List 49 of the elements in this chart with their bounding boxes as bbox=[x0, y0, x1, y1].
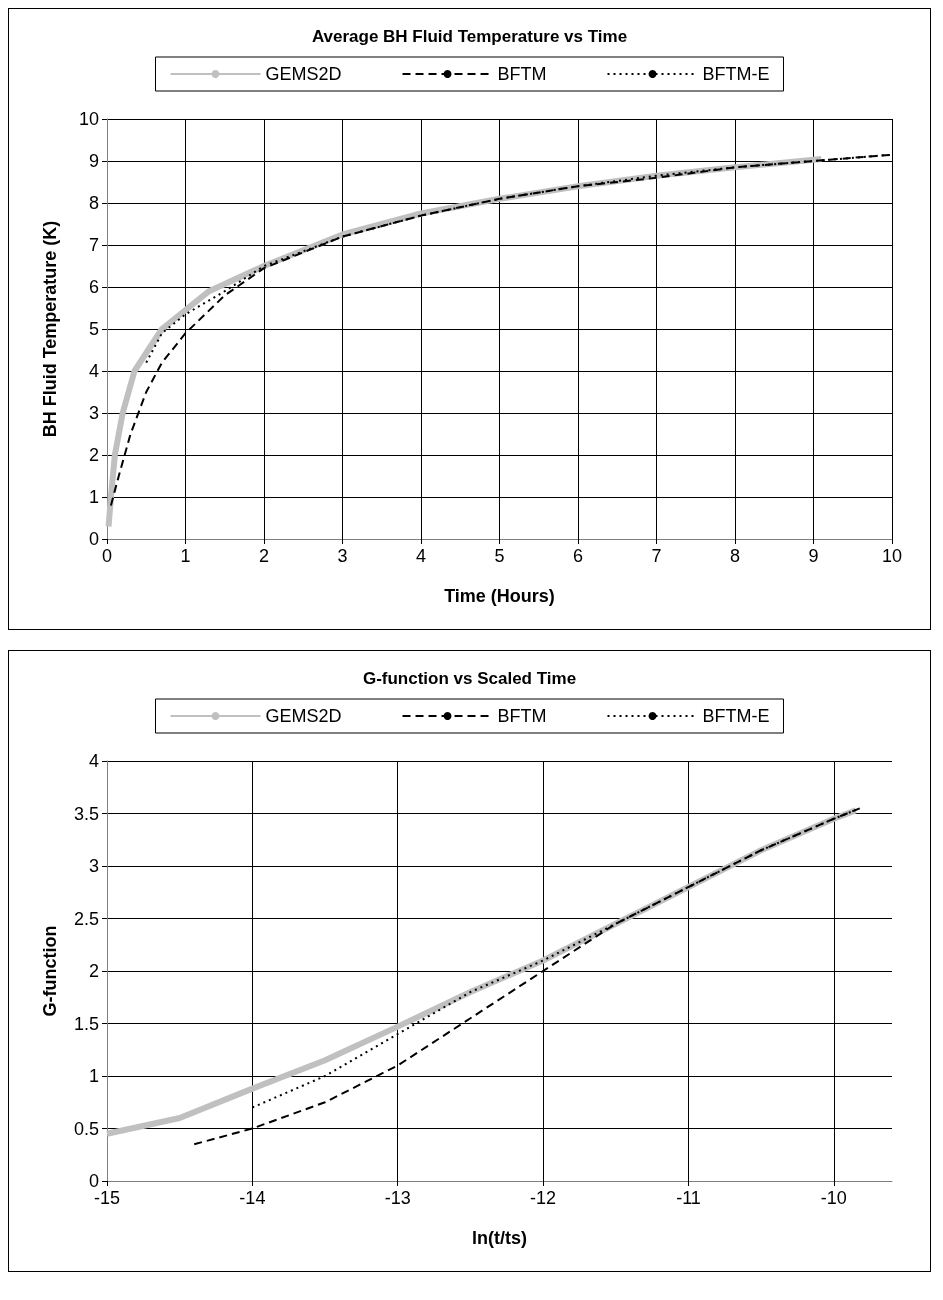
x-tick-label: 3 bbox=[337, 546, 348, 566]
y-tick-label: 2 bbox=[88, 445, 99, 465]
x-tick-label: -12 bbox=[530, 1188, 557, 1208]
y-tick-label: 4 bbox=[88, 361, 99, 381]
x-tick-label: 8 bbox=[729, 546, 741, 566]
legend-label: BFTM bbox=[497, 64, 547, 84]
y-tick-label: 3 bbox=[88, 856, 99, 876]
x-tick-label: 0 bbox=[101, 546, 113, 566]
legend-label: BFTM-E bbox=[702, 64, 770, 84]
y-tick-label: 9 bbox=[88, 151, 99, 171]
y-tick-label: 8 bbox=[88, 193, 99, 213]
legend-label: GEMS2D bbox=[265, 64, 342, 84]
y-tick-label: 0 bbox=[88, 529, 99, 549]
legend-label: BFTM bbox=[497, 706, 547, 726]
x-tick-label: -10 bbox=[820, 1188, 847, 1208]
x-tick-label: 2 bbox=[258, 546, 270, 566]
y-tick-label: 3.5 bbox=[73, 803, 99, 824]
y-tick-label: 0.5 bbox=[73, 1118, 99, 1139]
x-tick-label: 9 bbox=[808, 546, 819, 566]
y-tick-label: 2.5 bbox=[73, 908, 99, 929]
x-tick-label: 7 bbox=[651, 546, 662, 566]
legend-label: BFTM-E bbox=[702, 706, 770, 726]
y-axis-title: BH Fluid Temperature (K) bbox=[40, 220, 60, 438]
x-axis-title: Time (Hours) bbox=[444, 586, 555, 606]
x-tick-label: -11 bbox=[676, 1188, 701, 1208]
x-axis-title: ln(t/ts) bbox=[472, 1228, 527, 1248]
x-tick-label: -15 bbox=[93, 1188, 121, 1208]
x-tick-label: -13 bbox=[384, 1188, 411, 1208]
x-tick-label: 1 bbox=[180, 546, 191, 566]
y-axis-title: G-function bbox=[40, 925, 60, 1017]
x-tick-label: 10 bbox=[881, 546, 903, 566]
y-tick-label: 10 bbox=[78, 109, 99, 129]
y-tick-label: 4 bbox=[88, 751, 99, 771]
x-tick-label: 4 bbox=[415, 546, 427, 566]
y-tick-label: 6 bbox=[88, 277, 99, 297]
y-tick-label: 3 bbox=[88, 403, 99, 423]
y-tick-label: 1 bbox=[88, 487, 99, 507]
legend-label: GEMS2D bbox=[265, 706, 342, 726]
y-tick-label: 2 bbox=[88, 961, 99, 981]
y-tick-label: 0 bbox=[88, 1171, 99, 1191]
y-tick-label: 5 bbox=[88, 319, 99, 339]
y-tick-label: 1 bbox=[88, 1066, 99, 1086]
chart-title: G-function vs Scaled Time bbox=[362, 669, 577, 688]
y-tick-label: 7 bbox=[88, 235, 99, 255]
chart-title: Average BH Fluid Temperature vs Time bbox=[311, 27, 628, 46]
x-tick-label: -14 bbox=[239, 1188, 266, 1208]
x-tick-label: 6 bbox=[572, 546, 584, 566]
x-tick-label: 5 bbox=[494, 546, 505, 566]
y-tick-label: 1.5 bbox=[73, 1013, 99, 1034]
